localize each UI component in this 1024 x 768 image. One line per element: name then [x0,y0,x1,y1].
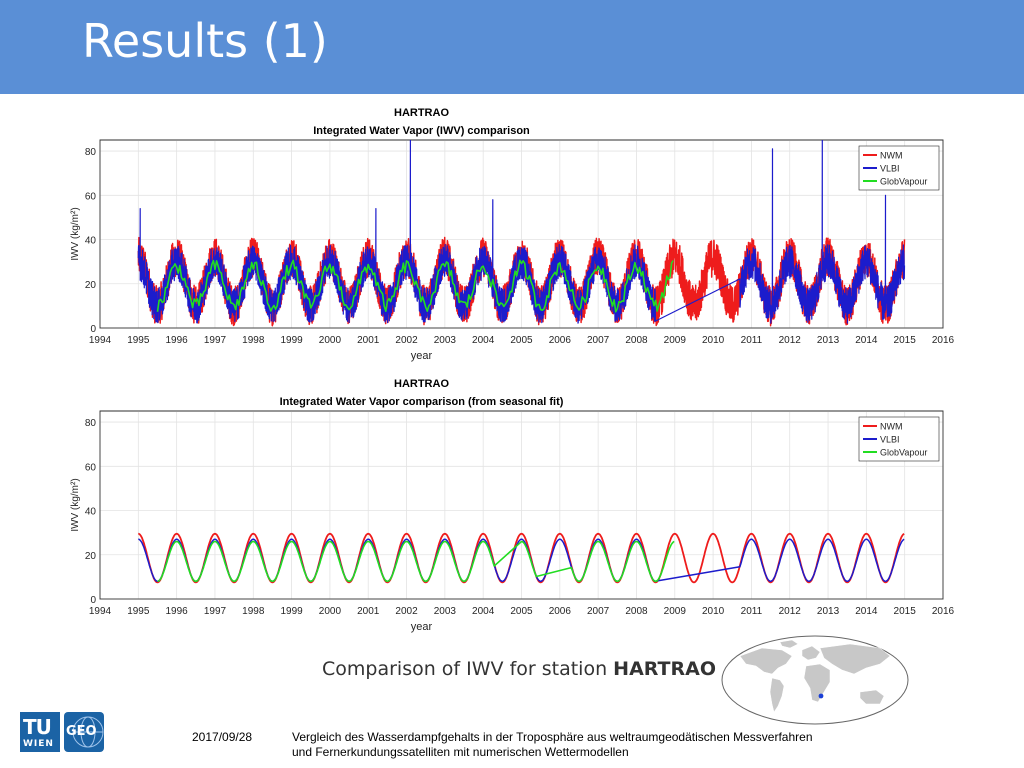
x-tick-label: 2007 [587,335,610,346]
y-tick-label: 60 [85,462,97,473]
y-tick-label: 0 [90,595,96,606]
geo-logo: GEO [64,712,104,752]
x-tick-label: 2010 [702,335,725,346]
x-tick-label: 1999 [280,606,303,617]
chart-title: HARTRAO [394,378,449,390]
y-tick-label: 80 [85,147,97,158]
x-tick-label: 1995 [127,606,150,617]
series-group [137,140,906,327]
figure-caption: Comparison of IWV for station HARTRAO [322,658,716,680]
x-tick-label: 1996 [166,606,189,617]
x-tick-label: 2008 [625,606,648,617]
chart-1: HARTRAO Integrated Water Vapor (IWV) comp… [70,107,955,362]
x-tick-label: 2002 [395,606,418,617]
x-tick-label: 2009 [664,335,687,346]
x-tick-label: 2003 [434,606,457,617]
x-tick-label: 2000 [319,335,342,346]
x-tick-label: 1997 [204,606,227,617]
x-tick-label: 2005 [510,335,533,346]
x-tick-label: 2011 [741,335,763,346]
legend-label: GlobVapour [880,448,927,458]
chart-2: HARTRAO Integrated Water Vapor comparison… [70,378,955,633]
legend-label: VLBI [880,435,900,445]
x-tick-label: 1998 [242,606,265,617]
y-tick-label: 20 [85,551,97,562]
x-axis-label: year [411,621,433,633]
map-land [739,639,891,713]
x-axis-label: year [411,350,433,362]
x-tick-label: 2013 [817,606,840,617]
logo-geo-text: GEO [66,724,97,739]
x-tick-label: 2015 [894,606,917,617]
series-line-vlbi [138,538,905,583]
x-tick-label: 2012 [779,335,802,346]
x-tick-label: 2002 [395,335,418,346]
x-tick-label: 2004 [472,606,495,617]
legend-label: GlobVapour [880,177,927,187]
series-line-globvapour [157,540,675,583]
world-map [721,635,909,725]
globe-icon [72,716,104,748]
x-tick-label: 2015 [894,335,917,346]
y-axis-label: IWV (kg/m²) [70,478,81,531]
slide-header [0,0,1024,94]
y-axis-label: IWV (kg/m²) [70,207,81,260]
caption-prefix: Comparison of IWV for station [322,658,614,680]
slide-title: Results (1) [82,14,328,68]
logo-wien-text: WIEN [23,739,54,749]
x-tick-label: 2013 [817,335,840,346]
footer-text: Vergleich des Wasserdampfgehalts in der … [292,730,813,760]
y-tick-label: 20 [85,280,97,291]
tu-wien-logo: TU WIEN [20,712,60,752]
logo-tu-text: TU [23,715,52,739]
y-tick-label: 80 [85,418,97,429]
chart-subtitle: Integrated Water Vapor comparison (from … [280,396,564,408]
x-tick-label: 2004 [472,335,495,346]
y-tick-label: 40 [85,507,97,518]
x-tick-label: 1994 [89,606,112,617]
legend-label: NWM [880,151,903,161]
x-tick-label: 2012 [779,606,802,617]
footer-date: 2017/09/28 [192,730,253,744]
x-tick-label: 2003 [434,335,457,346]
x-tick-label: 2001 [357,606,380,617]
x-tick-label: 2006 [549,335,572,346]
x-tick-label: 2014 [855,335,878,346]
chart-subtitle: Integrated Water Vapor (IWV) comparison [313,125,530,137]
x-tick-label: 2001 [357,335,380,346]
y-tick-label: 0 [90,324,96,335]
y-tick-label: 40 [85,236,97,247]
station-marker [818,693,824,699]
x-tick-label: 2016 [932,606,955,617]
x-tick-label: 1996 [166,335,189,346]
x-tick-label: 1997 [204,335,227,346]
x-tick-label: 2010 [702,606,725,617]
footer-line-2: und Fernerkundungssatelliten mit numeris… [292,745,629,759]
y-tick-label: 60 [85,191,97,202]
x-tick-label: 2005 [510,606,533,617]
x-tick-label: 2016 [932,335,955,346]
series-group [137,532,905,584]
legend-label: NWM [880,422,903,432]
x-tick-label: 2000 [319,606,342,617]
x-tick-label: 1995 [127,335,150,346]
footer-line-1: Vergleich des Wasserdampfgehalts in der … [292,730,813,744]
x-tick-label: 2009 [664,606,687,617]
legend-label: VLBI [880,164,900,174]
plot-frame [99,410,944,600]
x-tick-label: 1998 [242,335,265,346]
caption-station: HARTRAO [613,658,717,680]
series-line-globvapour [156,259,674,313]
x-tick-label: 1999 [280,335,303,346]
x-tick-label: 2006 [549,606,572,617]
chart-title: HARTRAO [394,107,449,119]
x-tick-label: 2008 [625,335,648,346]
plot-frame [99,139,944,329]
series-line-vlbi [137,140,906,324]
x-tick-label: 2007 [587,606,610,617]
x-tick-label: 2011 [741,606,763,617]
x-tick-label: 2014 [855,606,878,617]
x-tick-label: 1994 [89,335,112,346]
